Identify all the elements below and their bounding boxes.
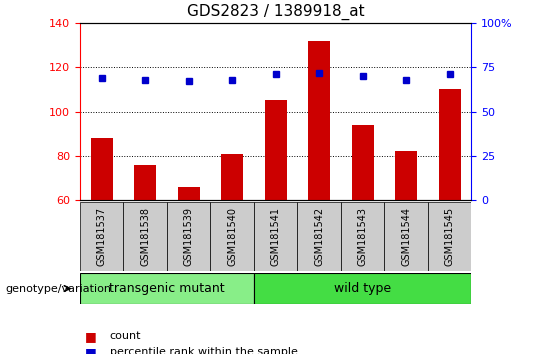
Bar <box>308 41 330 200</box>
Bar <box>91 138 112 200</box>
Bar <box>298 202 341 271</box>
Bar <box>341 202 384 271</box>
Bar <box>428 202 471 271</box>
Text: GSM181537: GSM181537 <box>97 207 107 266</box>
Text: GSM181539: GSM181539 <box>184 207 194 266</box>
Bar <box>395 152 417 200</box>
Text: wild type: wild type <box>334 282 392 295</box>
Title: GDS2823 / 1389918_at: GDS2823 / 1389918_at <box>187 4 364 20</box>
Bar <box>80 202 124 271</box>
Bar <box>254 273 471 304</box>
Bar <box>439 89 461 200</box>
Text: GSM181541: GSM181541 <box>271 207 281 266</box>
Text: ■: ■ <box>85 330 97 343</box>
Text: ■: ■ <box>85 346 97 354</box>
Text: genotype/variation: genotype/variation <box>5 284 111 293</box>
Text: count: count <box>110 331 141 341</box>
Text: GSM181540: GSM181540 <box>227 207 237 266</box>
Bar <box>211 202 254 271</box>
Bar <box>167 202 211 271</box>
Bar <box>221 154 243 200</box>
Bar <box>134 165 156 200</box>
Text: GSM181538: GSM181538 <box>140 207 150 266</box>
Text: GSM181544: GSM181544 <box>401 207 411 266</box>
Text: transgenic mutant: transgenic mutant <box>109 282 225 295</box>
Bar <box>265 101 287 200</box>
Bar <box>178 187 200 200</box>
Bar <box>80 273 254 304</box>
Bar <box>352 125 374 200</box>
Text: GSM181542: GSM181542 <box>314 207 324 266</box>
Bar <box>384 202 428 271</box>
Bar <box>124 202 167 271</box>
Bar <box>254 202 298 271</box>
Text: percentile rank within the sample: percentile rank within the sample <box>110 347 298 354</box>
Text: GSM181545: GSM181545 <box>444 207 455 266</box>
Text: GSM181543: GSM181543 <box>357 207 368 266</box>
